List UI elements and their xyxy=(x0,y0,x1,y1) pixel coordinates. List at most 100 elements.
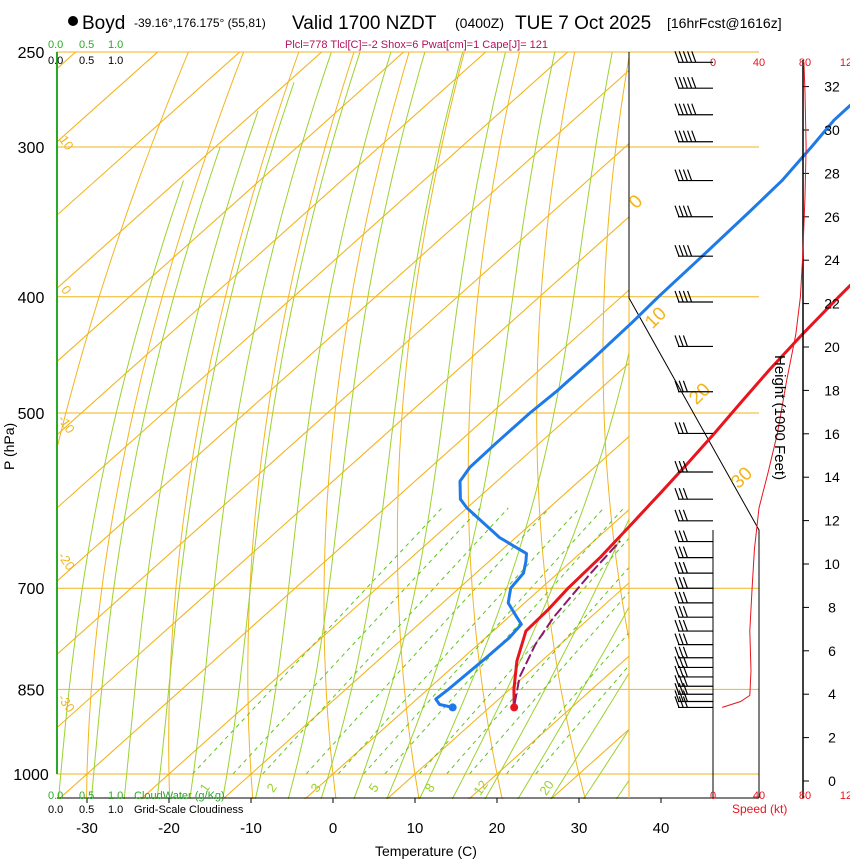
temp-label-30: 30 xyxy=(571,820,588,837)
left-label--10: -10 xyxy=(55,412,78,436)
mixing-ratio-label-12: 12 xyxy=(470,777,491,797)
wind-barb-370 xyxy=(674,244,713,257)
mixing-ratio-line xyxy=(446,566,629,775)
isotherm-line xyxy=(0,31,17,800)
moist-adiabat xyxy=(156,82,295,799)
wind-barb-feather xyxy=(674,605,680,618)
utc-time: (0400Z) xyxy=(455,15,504,31)
wind-barb-feather xyxy=(674,619,680,632)
isotherm-line xyxy=(57,52,487,436)
cloud-top-black-2: 1.0 xyxy=(108,55,123,67)
temp-label-0: 0 xyxy=(329,820,337,837)
wind-barb-feather xyxy=(674,103,680,115)
left-label--20: -20 xyxy=(55,549,78,573)
cloudiness-label: Grid-Scale Cloudiness xyxy=(134,804,244,816)
isotherm-line xyxy=(386,582,629,799)
pressure-label-500: 500 xyxy=(18,406,45,423)
wind-barb-feather xyxy=(678,130,684,142)
wind-barb-feather xyxy=(682,169,688,181)
moist-adiabat xyxy=(123,110,259,799)
wind-barb-feather xyxy=(674,509,680,522)
isotherm-line xyxy=(57,52,77,70)
cloudwater-label: CloudWater (g/Kg) xyxy=(134,790,225,802)
wind-barb-feather xyxy=(678,675,684,687)
wind-barb-feather xyxy=(687,130,693,142)
cloud-bottom-green-2: 1.0 xyxy=(108,790,123,802)
wind-barb-feather xyxy=(674,561,680,574)
wind-barb-845 xyxy=(674,675,713,687)
wind-barb-feather xyxy=(678,690,684,702)
forecast-info: [16hrFcst@1616z] xyxy=(667,15,782,31)
wind-barb-feather xyxy=(678,290,684,303)
pressure-label-300: 300 xyxy=(18,140,45,157)
wind-barb-440 xyxy=(674,335,713,348)
mixing-ratio-line xyxy=(262,507,509,775)
cloud-top-black-0: 0.0 xyxy=(48,55,63,67)
height-tick-label-0: 0 xyxy=(828,773,836,789)
wind-barb-feather xyxy=(682,380,688,392)
moist-adiabat xyxy=(320,52,464,799)
wind-barb-870 xyxy=(674,690,713,703)
temp-label--20: -20 xyxy=(158,820,180,837)
wind-barb-feather xyxy=(682,290,688,303)
wind-barb-800 xyxy=(674,646,713,659)
wind-barb-feather xyxy=(682,77,688,89)
height-tick-label-32: 32 xyxy=(824,79,840,95)
wind-barb-feather xyxy=(678,546,684,558)
wind-barb-feather xyxy=(678,656,684,668)
moist-adiabat xyxy=(451,350,629,799)
surface-dew-point xyxy=(448,703,457,712)
isotherm-line xyxy=(57,69,629,582)
isotherm-line xyxy=(57,52,569,509)
height-tick-label-20: 20 xyxy=(824,339,840,355)
indices-line: Plcl=778 Tlcl[C]=-2 Shox=6 Pwat[cm]=1 Ca… xyxy=(285,39,548,51)
cloud-bottom-green-0: 0.0 xyxy=(48,790,63,802)
wind-barb-feather xyxy=(682,509,688,522)
speed-bottom-tick-1: 40 xyxy=(753,790,765,802)
wind-barb-feather xyxy=(691,103,697,115)
isotherm-line xyxy=(633,31,850,800)
wind-barb-feather xyxy=(678,335,684,347)
mixing-ratio-line xyxy=(305,507,550,775)
temp-label--10: -10 xyxy=(240,820,262,837)
wind-barb-feather xyxy=(682,683,688,695)
wind-barb-feather xyxy=(678,619,684,632)
wind-barb-feather xyxy=(682,605,688,618)
moist-adiabat xyxy=(287,52,426,799)
station-name: Boyd xyxy=(82,13,125,34)
wind-barb-feather xyxy=(691,130,697,142)
wind-barb-680 xyxy=(674,561,713,574)
wind-barb-858 xyxy=(674,683,713,695)
pressure-label-850: 850 xyxy=(18,682,45,699)
isotherm-line xyxy=(57,216,629,729)
mixing-ratio-line xyxy=(192,507,443,775)
isotherm-line xyxy=(468,655,629,799)
mixing-ratio-label-20: 20 xyxy=(536,777,557,797)
wind-barb-830 xyxy=(674,665,713,678)
height-tick-label-10: 10 xyxy=(824,556,840,572)
wind-barb-660 xyxy=(674,546,713,559)
height-tick-label-24: 24 xyxy=(824,252,840,268)
wind-barb-feather xyxy=(678,605,684,618)
temp-label-20: 20 xyxy=(489,820,506,837)
isotherm-line xyxy=(58,289,629,799)
wind-barb-feather xyxy=(682,422,688,434)
wind-barb-feather xyxy=(674,130,680,142)
wind-barb-feather xyxy=(674,380,680,392)
wind-barb-feather xyxy=(678,665,684,678)
wind-barb-feather xyxy=(682,205,688,217)
wind-barb-feather xyxy=(678,460,684,473)
isotherm-line xyxy=(57,52,405,363)
wind-barb-feather xyxy=(674,422,680,434)
surface-temp-point xyxy=(510,703,519,712)
wind-barb-760 xyxy=(674,619,713,632)
wind-barb-feather xyxy=(691,51,697,63)
wind-barb-feather xyxy=(674,77,680,89)
wind-barb-560 xyxy=(674,460,713,473)
wind-barb-feather xyxy=(674,546,680,558)
wind-panel-boundary xyxy=(628,52,760,798)
height-tick-label-12: 12 xyxy=(824,513,840,529)
mixing-ratio-label-5: 5 xyxy=(365,780,381,795)
height-tick-label-18: 18 xyxy=(824,382,840,398)
dry-adiabat xyxy=(602,54,629,643)
